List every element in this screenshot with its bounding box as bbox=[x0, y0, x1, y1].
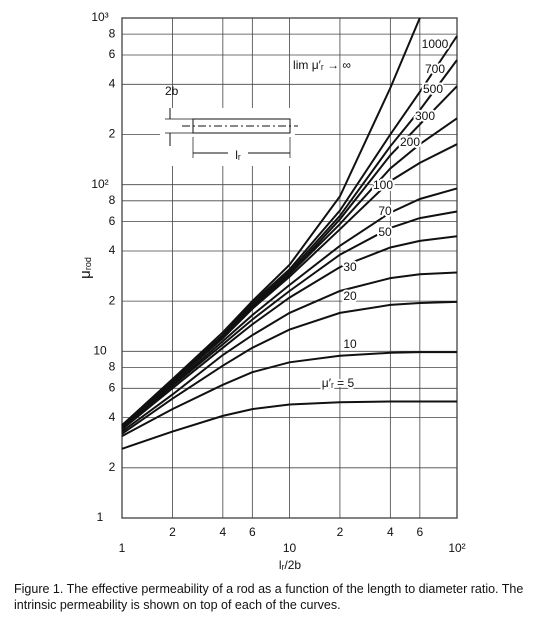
x-axis-label: lᵣ/2b bbox=[279, 558, 302, 572]
curve bbox=[121, 143, 458, 429]
curve-label: lim μ′ᵣ → ∞ bbox=[293, 58, 351, 72]
y-tick-label: 6 bbox=[109, 380, 116, 394]
y-tick-label: 6 bbox=[109, 47, 116, 61]
y-tick-label: 2 bbox=[109, 127, 116, 141]
x-tick-label: 2 bbox=[169, 525, 176, 539]
y-axis-subscript: rod bbox=[83, 257, 93, 270]
x-tick-label: 4 bbox=[220, 525, 227, 539]
curve-label: μ′ᵣ = 5 bbox=[322, 376, 355, 390]
y-tick-label: 4 bbox=[109, 243, 116, 257]
curve-label: 500 bbox=[423, 82, 443, 96]
curve-label: 700 bbox=[425, 62, 445, 76]
x-tick-label: 10 bbox=[283, 541, 297, 555]
inset-bg bbox=[160, 108, 295, 166]
curve bbox=[121, 400, 457, 450]
curve-label: 200 bbox=[400, 135, 420, 149]
y-axis-label: μrod bbox=[77, 257, 94, 279]
curve bbox=[121, 300, 458, 435]
curve bbox=[121, 351, 457, 437]
caption: Figure 1. The effective permeability of … bbox=[14, 582, 524, 612]
curve bbox=[121, 271, 458, 433]
y-tick-label: 6 bbox=[109, 214, 116, 228]
curve bbox=[121, 187, 458, 429]
curve bbox=[121, 210, 458, 431]
y-tick-label: 10³ bbox=[91, 10, 108, 24]
x-tick-label: 10² bbox=[448, 541, 465, 555]
curve-label: 100 bbox=[373, 178, 393, 192]
x-tick-label: 6 bbox=[416, 525, 423, 539]
inset-diagram: 2b lᵣ bbox=[160, 84, 298, 166]
y-tick-label: 10 bbox=[93, 344, 107, 358]
curve-label: 300 bbox=[415, 109, 435, 123]
curve-label: 1000 bbox=[422, 37, 449, 51]
curve bbox=[121, 235, 458, 431]
y-tick-label: 8 bbox=[109, 26, 116, 40]
x-tick-label: 2 bbox=[337, 525, 344, 539]
inset-length-label: lᵣ bbox=[235, 148, 241, 162]
curve bbox=[121, 17, 421, 427]
y-tick-label: 4 bbox=[109, 76, 116, 90]
curve-label: 50 bbox=[378, 225, 392, 239]
curve-label: 30 bbox=[343, 260, 357, 274]
y-tick-label: 4 bbox=[109, 410, 116, 424]
y-axis-symbol: μ bbox=[77, 270, 94, 279]
y-tick-label: 1 bbox=[97, 510, 104, 524]
curve-label: 20 bbox=[343, 289, 357, 303]
y-tick-label: 10² bbox=[91, 177, 108, 191]
x-tick-label: 4 bbox=[387, 525, 394, 539]
curve-label: 70 bbox=[378, 204, 392, 218]
y-tick-label: 8 bbox=[109, 360, 116, 374]
y-tick-label: 2 bbox=[109, 293, 116, 307]
y-tick-label: 2 bbox=[109, 460, 116, 474]
y-tick-label: 8 bbox=[109, 193, 116, 207]
x-tick-label: 1 bbox=[119, 541, 126, 555]
x-tick-label: 6 bbox=[249, 525, 256, 539]
curve-label: 10 bbox=[343, 337, 357, 351]
inset-diameter-label: 2b bbox=[165, 84, 179, 98]
